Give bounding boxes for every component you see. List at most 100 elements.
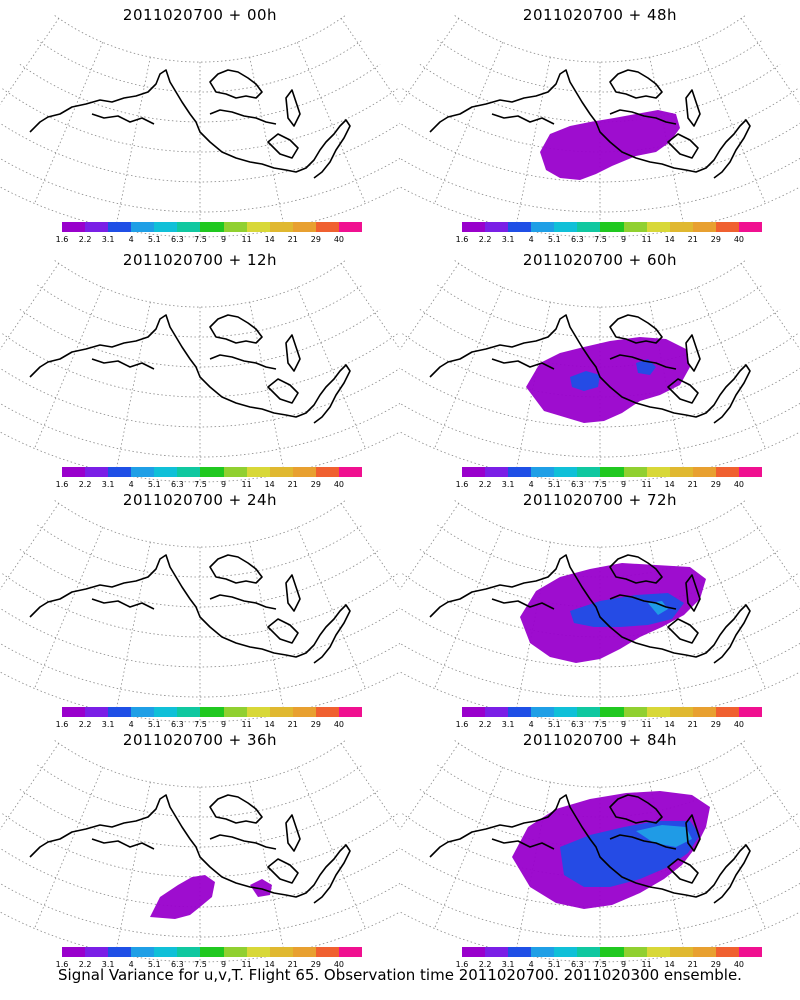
meridian-gridline (249, 301, 285, 474)
colorbar-tick-label: 29 (310, 960, 321, 969)
panel-title: 2011020700 + 48h (522, 6, 678, 24)
variance-shading (636, 825, 692, 847)
meridian-gridline (696, 42, 766, 204)
coastline (429, 554, 751, 664)
forecast-panel: 2011020700 + 84h 1.6 2.2 3.1 4 5.1 6.3 7.5 9 11 14… (400, 725, 800, 969)
colorbar-tick-label: 4 (528, 720, 534, 729)
colorbar-tick-label: 2.2 (78, 720, 92, 729)
meridian-gridline (696, 287, 766, 449)
meridian-gridline (115, 781, 151, 954)
latitude-gridline (0, 367, 400, 428)
meridian-gridline (115, 541, 151, 714)
variance-shading (150, 875, 215, 919)
meridian-gridline (696, 527, 766, 689)
colorbar-tick-label: 11 (241, 480, 252, 489)
latitude-gridline (400, 911, 800, 963)
panel-title: 2011020700 + 84h (522, 731, 678, 749)
colorbar-ticks: 1.6 2.2 3.1 4 5.1 6.3 7.5 9 11 14 21 29 40 (56, 235, 362, 245)
latitude-gridline (402, 813, 798, 878)
forecast-panel: 2011020700 + 00h 1.6 2.2 3.1 4 5.1 6.3 7.5 9 11 14… (0, 0, 400, 244)
meridian-gridline (34, 287, 104, 449)
colorbar-tick-label: 3.1 (501, 720, 515, 729)
colorbar-tick-label: 5.1 (147, 480, 161, 489)
colorbar-swatch (108, 947, 132, 957)
forecast-map (400, 500, 800, 723)
meridian-gridline (249, 56, 285, 229)
colorbar-tick-label: 29 (710, 480, 721, 489)
colorbar-tick-label: 6.3 (571, 720, 584, 729)
colorbar-tick-label: 29 (310, 235, 321, 244)
colorbar-swatch (462, 222, 486, 232)
meridian-gridline (34, 42, 104, 204)
colorbar-swatch (715, 222, 739, 232)
colorbar-tick-label: 40 (733, 960, 745, 969)
meridian-gridline (0, 503, 60, 591)
panel-title: 2011020700 + 60h (522, 251, 678, 269)
latitude-gridline (400, 186, 800, 238)
colorbar-tick-label: 21 (687, 480, 698, 489)
colorbar-tick-label: 1.6 (55, 720, 69, 729)
colorbar-tick-label: 14 (264, 720, 275, 729)
colorbar-tick-label: 3.1 (101, 960, 115, 969)
colorbar-tick-label: 6.3 (171, 720, 184, 729)
colorbar-tick-label: 14 (664, 960, 675, 969)
colorbar-swatch (577, 467, 601, 477)
colorbar-swatch (738, 222, 763, 232)
colorbar-tick-label: 4 (528, 960, 534, 969)
colorbar-tick-label: 40 (733, 235, 745, 244)
latitude-gridline (0, 402, 400, 458)
colorbar-swatch (85, 222, 109, 232)
latitude-gridline (2, 813, 398, 878)
colorbar-swatch (600, 707, 624, 717)
coastline (429, 69, 751, 179)
colorbar-tick-label: 11 (641, 480, 652, 489)
colorbar-tick-label: 4 (528, 235, 534, 244)
latitude-gridline (0, 431, 400, 483)
colorbar-swatch (338, 222, 363, 232)
colorbar (62, 222, 363, 232)
colorbar-tick-label: 9 (220, 480, 227, 489)
colorbar-swatch (246, 222, 270, 232)
colorbar-swatch (600, 467, 624, 477)
colorbar-tick-label: 3.1 (501, 480, 515, 489)
colorbar-tick-label: 11 (241, 960, 252, 969)
colorbar-swatch (738, 707, 763, 717)
colorbar-swatch (269, 222, 293, 232)
latitude-gridline (2, 333, 398, 398)
colorbar-swatch (508, 222, 532, 232)
meridian-gridline (340, 503, 400, 591)
colorbar-swatch (692, 947, 716, 957)
colorbar-tick-label: 7.5 (194, 235, 207, 244)
latitude-gridline (0, 882, 400, 938)
colorbar-tick-label: 5.1 (147, 235, 161, 244)
colorbar-swatch (315, 467, 339, 477)
latitude-gridline (400, 607, 800, 668)
colorbar-swatch (108, 467, 132, 477)
latitude-gridline (402, 88, 798, 153)
latitude-gridline (37, 39, 363, 93)
meridian-gridline (249, 781, 285, 954)
latitude-gridline (400, 671, 800, 723)
colorbar-tick-label: 9 (620, 235, 627, 244)
colorbar-tick-label: 1.6 (55, 235, 69, 244)
colorbar-tick-label: 1.6 (455, 720, 469, 729)
colorbar-tick-label: 1.6 (455, 960, 469, 969)
colorbar-tick-label: 40 (733, 720, 745, 729)
variance-shading (636, 359, 656, 375)
colorbar-swatch (108, 222, 132, 232)
colorbar-ticks: 1.6 2.2 3.1 4 5.1 6.3 7.5 9 11 14 21 29 40 (456, 235, 762, 245)
forecast-map (400, 740, 800, 963)
colorbar-tick-label: 2.2 (478, 960, 492, 969)
colorbar-tick-label: 29 (710, 235, 721, 244)
meridian-gridline (340, 18, 400, 106)
colorbar-swatch (154, 707, 178, 717)
latitude-gridline (400, 642, 800, 698)
colorbar-swatch (738, 947, 763, 957)
colorbar-ticks: 1.6 2.2 3.1 4 5.1 6.3 7.5 9 11 14 21 29 40 (56, 720, 362, 730)
colorbar-tick-label: 21 (287, 480, 298, 489)
colorbar-swatch (62, 707, 86, 717)
colorbar-tick-label: 14 (264, 235, 275, 244)
colorbar-swatch (154, 947, 178, 957)
colorbar-tick-label: 9 (620, 480, 627, 489)
colorbar-swatch (62, 467, 86, 477)
